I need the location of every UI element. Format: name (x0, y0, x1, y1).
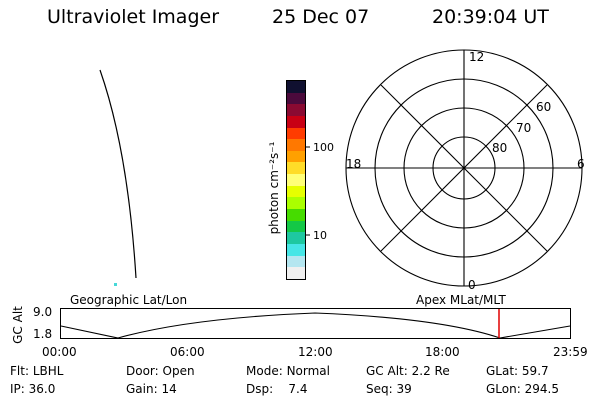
mlt-label-18: 18 (346, 157, 361, 171)
glon-field: GLon: 294.5 (486, 382, 559, 396)
ip-label: IP: (10, 382, 25, 396)
alt-xtick-3: 18:00 (425, 345, 460, 359)
altitude-plot (60, 308, 571, 339)
seq-label: Seq: (366, 382, 393, 396)
door-label: Door: (126, 364, 159, 378)
gain-label: Gain: (126, 382, 158, 396)
colorbar-swatch (287, 139, 305, 151)
mlt-label-12: 12 (469, 50, 484, 64)
colorbar-swatch (287, 92, 305, 105)
door-field: Door: Open (126, 364, 195, 378)
colorbar-swatch (287, 185, 305, 198)
gcalt-label: GC Alt: (366, 364, 408, 378)
glon-label: GLon: (486, 382, 521, 396)
colorbar-tick-10: 10 (313, 229, 327, 242)
gain-value: 14 (161, 382, 177, 396)
mode-field: Mode: Normal (246, 364, 330, 378)
date-label: 25 Dec 07 (272, 6, 370, 28)
mlt-label-0: 0 (468, 278, 476, 292)
colorbar (286, 80, 306, 280)
colorbar-swatch (287, 267, 305, 279)
colorbar-swatch (287, 174, 305, 186)
gain-field: Gain: 14 (126, 382, 177, 396)
time-label: 20:39:04 UT (432, 6, 549, 28)
lat-label-80: 80 (492, 141, 507, 155)
mlt-label-6: 6 (577, 157, 585, 171)
glat-label: GLat: (486, 364, 519, 378)
flt-field: Flt: LBHL (10, 364, 63, 378)
door-value: Open (162, 364, 195, 378)
lat-label-60: 60 (536, 100, 551, 114)
colorbar-swatch (287, 232, 305, 244)
colorbar-swatch (287, 150, 305, 163)
colorbar-swatch (287, 127, 305, 140)
colorbar-swatch (287, 209, 305, 221)
alt-plot-frame (60, 308, 571, 339)
instrument-title: Ultraviolet Imager (47, 6, 220, 28)
dsp-value: 7.4 (288, 382, 308, 396)
colorbar-swatch (287, 220, 305, 233)
colorbar-swatch (287, 104, 305, 116)
colorbar-swatch (287, 162, 305, 175)
dsp-label: Dsp: (246, 382, 274, 396)
colorbar-swatch (287, 243, 305, 256)
seq-value: 39 (396, 382, 412, 396)
gcalt-field: GC Alt: 2.2 Re (366, 364, 450, 378)
mlt-diag-2 (380, 84, 548, 252)
colorbar-tick-100: 100 (313, 141, 334, 154)
apex-caption: Apex MLat/MLT (416, 293, 506, 307)
geographic-caption: Geographic Lat/Lon (70, 293, 188, 307)
colorbar-unit-label: photon cm⁻²s⁻¹ (267, 141, 281, 235)
ip-value: 36.0 (28, 382, 56, 396)
alt-xtick-2: 12:00 (298, 345, 333, 359)
geographic-map (99, 69, 137, 286)
ip-field: IP: 36.0 (10, 382, 55, 396)
polar-plot: 12 6 0 18 60 70 80 (345, 49, 585, 292)
alt-ytick-low: 1.8 (33, 327, 53, 341)
colorbar-swatch (287, 115, 305, 128)
lat-label-70: 70 (516, 121, 531, 135)
alt-ytick-high: 9.0 (33, 305, 53, 319)
gcalt-value: 2.2 Re (411, 364, 450, 378)
alt-xtick-4: 23:59 (553, 345, 588, 359)
glat-field: GLat: 59.7 (486, 364, 549, 378)
alt-axis-label: GC Alt (11, 306, 25, 344)
mode-label: Mode: (246, 364, 283, 378)
alt-xtick-0: 00:00 (42, 345, 77, 359)
flt-label: Flt: (10, 364, 29, 378)
colorbar-swatch (287, 197, 305, 210)
altitude-curve (60, 312, 571, 339)
alt-xtick-1: 06:00 (170, 345, 205, 359)
aurora-dot (114, 283, 117, 286)
dsp-field: Dsp: 7.4 (246, 382, 308, 396)
glon-value: 294.5 (524, 382, 559, 396)
colorbar-swatch (287, 255, 305, 268)
colorbar-swatch (287, 81, 305, 93)
mode-value: Normal (286, 364, 330, 378)
colorbar-ticks: 100 10 (305, 141, 334, 242)
glat-value: 59.7 (521, 364, 549, 378)
flt-value: LBHL (32, 364, 64, 378)
limb-arc (99, 69, 137, 279)
seq-field: Seq: 39 (366, 382, 412, 396)
